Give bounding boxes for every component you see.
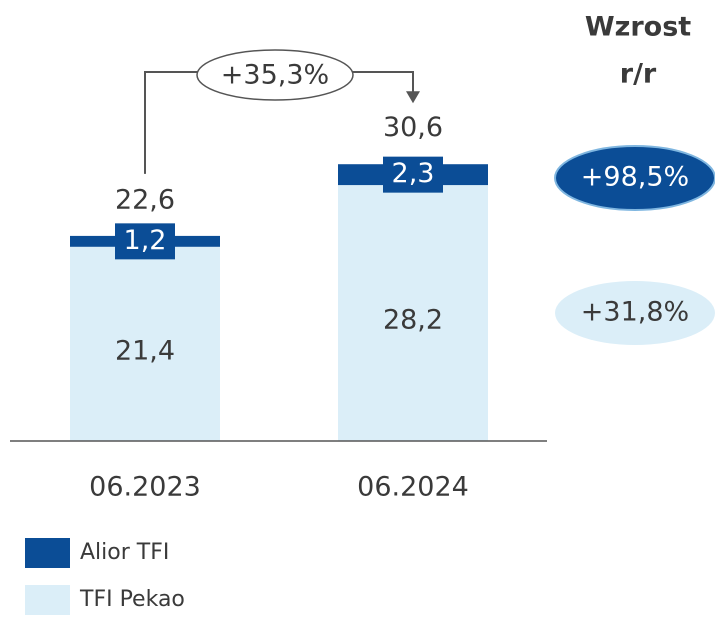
total-label: 30,6 (383, 112, 443, 143)
arrow-head (406, 91, 420, 104)
x-tick-label: 06.2023 (89, 472, 201, 503)
growth-label: +98,5% (581, 162, 689, 193)
growth-bubble (554, 145, 715, 211)
legend-swatch (25, 585, 70, 615)
value-label: 1,2 (124, 225, 167, 256)
bar-segment (70, 246, 220, 441)
growth-title: r/r (620, 59, 657, 90)
x-tick-label: 06.2024 (357, 472, 469, 503)
growth-bubble (555, 281, 715, 345)
value-label: 21,4 (115, 335, 175, 366)
value-label: 28,2 (383, 305, 443, 336)
change-ellipse (196, 49, 354, 101)
total-label: 22,6 (115, 184, 175, 215)
value-label: 2,3 (392, 158, 435, 189)
growth-title: Wzrost (585, 12, 691, 43)
bar-segment (338, 185, 488, 441)
legend-label: Alior TFI (80, 540, 169, 565)
legend-swatch (25, 538, 70, 568)
legend-label: TFI Pekao (79, 587, 185, 612)
value-label-box (383, 156, 443, 193)
value-label-box (115, 223, 175, 260)
change-label: +35,3% (221, 60, 329, 91)
growth-label: +31,8% (581, 297, 689, 328)
